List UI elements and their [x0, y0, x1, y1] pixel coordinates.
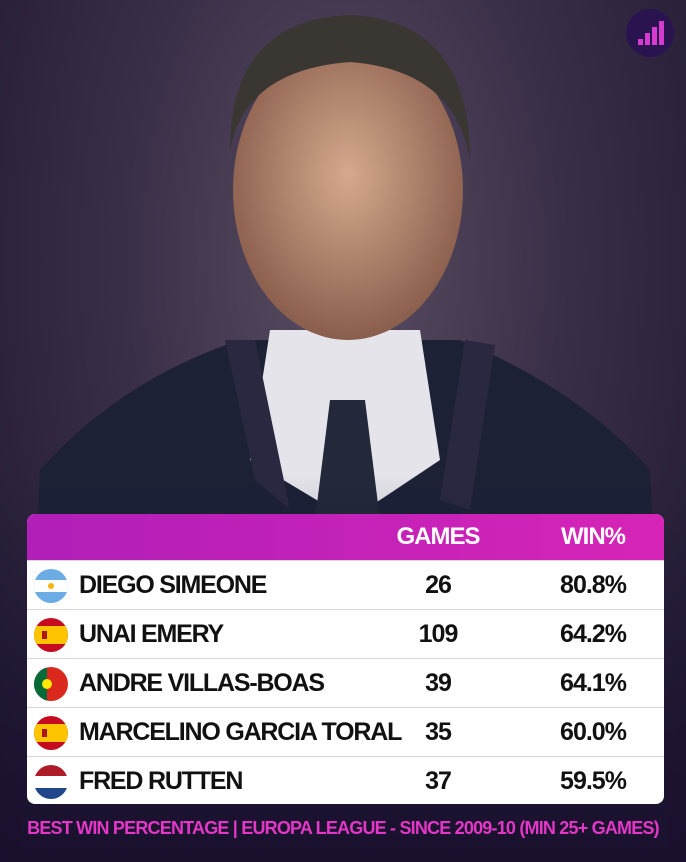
games: 109 — [418, 620, 459, 648]
win-percentage: 64.1% — [560, 669, 627, 697]
manager-name: FRED RUTTEN — [79, 767, 243, 795]
table-row: UNAI EMERY 109 64.2% — [27, 609, 664, 658]
table-row: DIEGO SIMEONE 26 80.8% — [27, 560, 664, 609]
win-percentage: 64.2% — [560, 620, 627, 648]
manager-name: DIEGO SIMEONE — [79, 571, 267, 599]
stats-table: GAMES WIN% DIEGO SIMEONE 26 80.8% UNAI E… — [27, 514, 664, 804]
column-header: GAMES — [396, 523, 480, 550]
manager-name: UNAI EMERY — [79, 620, 224, 648]
games: 37 — [425, 767, 452, 795]
flag-portugal — [34, 667, 68, 701]
table-row: FRED RUTTEN 37 59.5% — [27, 756, 664, 804]
win-percentage: 59.5% — [560, 767, 627, 795]
table-row: MARCELINO GARCIA TORAL 35 60.0% — [27, 707, 664, 756]
win-percentage: 80.8% — [560, 571, 627, 599]
flag-argentina — [34, 569, 68, 603]
flag-spain — [34, 716, 68, 750]
table-row: ANDRE VILLAS-BOAS 39 64.1% — [27, 658, 664, 707]
flag-spain — [34, 618, 68, 652]
games: 35 — [425, 718, 452, 746]
footer-caption: BEST WIN PERCENTAGE | EUROPA LEAGUE - SI… — [27, 818, 660, 838]
table-header: GAMES WIN% — [27, 514, 664, 560]
manager-name: MARCELINO GARCIA TORAL — [79, 718, 402, 746]
brand-logo — [626, 9, 674, 57]
games: 26 — [425, 571, 452, 599]
win-percentage: 60.0% — [560, 718, 627, 746]
manager-name: ANDRE VILLAS-BOAS — [79, 669, 325, 697]
column-header: WIN% — [561, 523, 626, 550]
flag-netherlands — [34, 765, 68, 799]
games: 39 — [425, 669, 452, 697]
